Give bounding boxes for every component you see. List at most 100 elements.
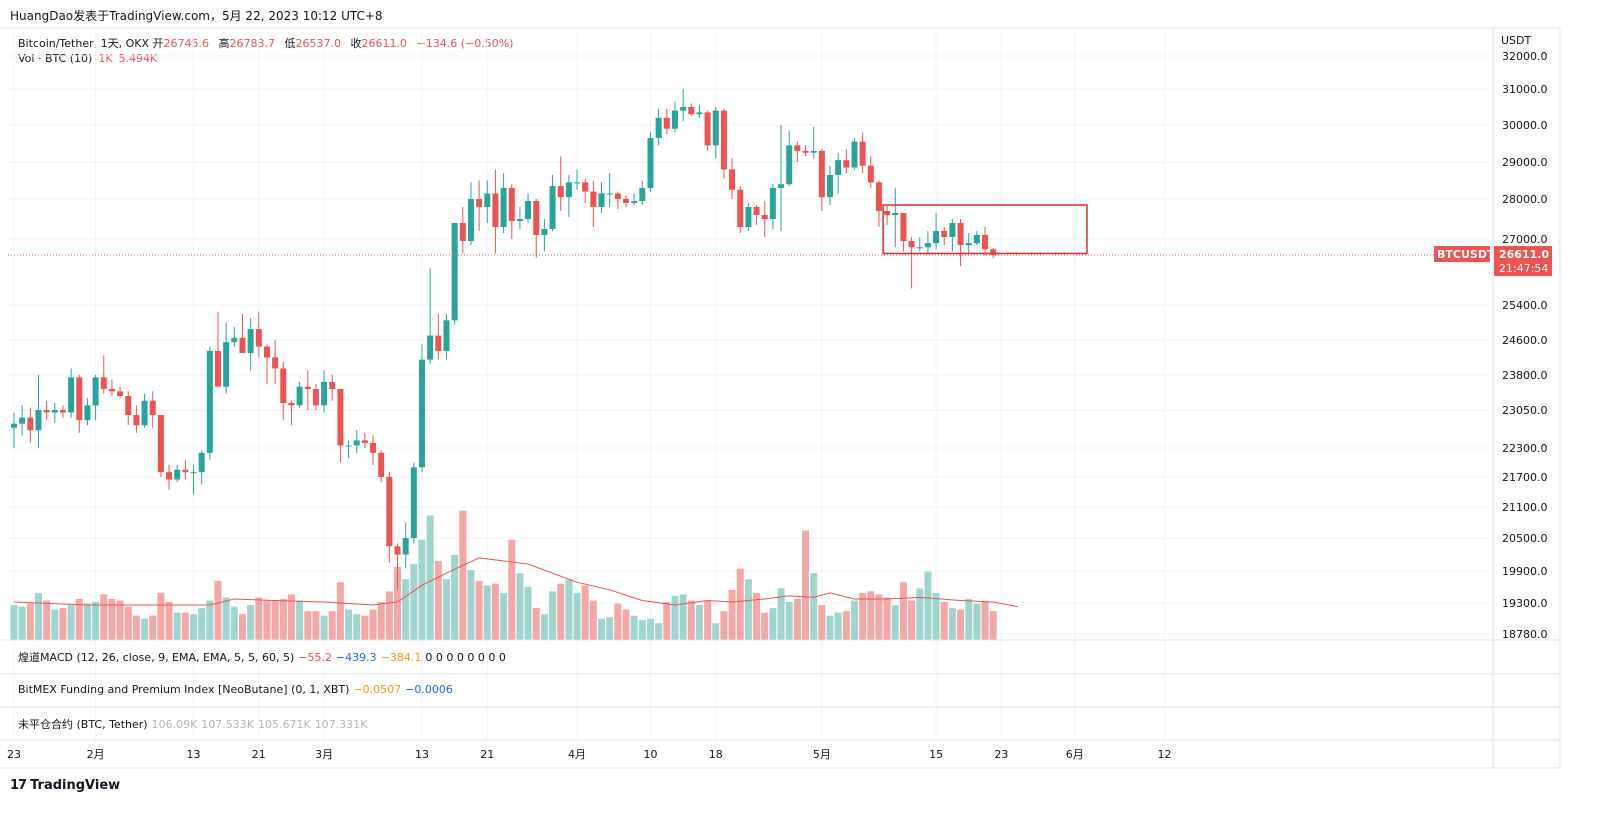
candle-body xyxy=(761,215,768,219)
volume-bar xyxy=(532,608,540,640)
time-tick-label: 21 xyxy=(252,748,266,761)
candle-body xyxy=(500,187,507,227)
volume-bar xyxy=(214,580,222,640)
candle-body xyxy=(182,469,189,473)
candle-body xyxy=(720,110,727,170)
candle-body xyxy=(835,160,842,175)
volume-bar xyxy=(116,600,124,640)
candle-body xyxy=(492,193,499,227)
volume-bar xyxy=(508,539,516,640)
volume-bar xyxy=(850,600,858,640)
candle-body xyxy=(51,410,58,413)
volume-bar xyxy=(948,608,956,640)
close-label: 收 xyxy=(350,37,362,50)
candle-body xyxy=(712,110,719,146)
funding-value-2: −0.0006 xyxy=(405,683,453,696)
candle-body xyxy=(174,469,181,480)
volume-bar xyxy=(320,615,328,640)
candle-body xyxy=(321,382,328,406)
price-axis-bg xyxy=(1493,0,1601,819)
volume-bar xyxy=(263,600,271,640)
time-tick-label: 18 xyxy=(709,748,723,761)
candle-body xyxy=(965,243,972,246)
volume-bar xyxy=(655,623,663,640)
candle-body xyxy=(973,235,980,244)
candle-body xyxy=(92,377,99,406)
volume-bar xyxy=(867,591,875,640)
price-tick-label: 27000.0 xyxy=(1502,233,1548,246)
volume-bar xyxy=(255,597,263,640)
candle-body xyxy=(263,346,270,358)
funding-pane-legend[interactable]: BitMEX Funding and Premium Index [NeoBut… xyxy=(18,683,453,696)
volume-bar xyxy=(581,585,589,640)
symbol-name[interactable]: Bitcoin/Tether, 1天, OKX xyxy=(18,37,150,50)
volume-bar xyxy=(899,582,907,640)
candle-body xyxy=(288,403,295,406)
volume-bar xyxy=(83,603,91,640)
open-label: 开 xyxy=(152,37,164,50)
price-axis: USDT 32000.0 31000.0 30000.0 29000.0 28000.0 2… xyxy=(1434,0,1601,819)
candle-body xyxy=(949,223,956,237)
time-tick-label: 6月 xyxy=(1066,748,1084,761)
volume-bar xyxy=(238,614,246,640)
volume-bar xyxy=(916,588,924,640)
macd-pane-legend[interactable]: 煌道MACD (12, 26, close, 9, EMA, EMA, 5, 5… xyxy=(18,649,506,665)
volume-bar xyxy=(442,579,450,640)
tradingview-brand[interactable]: 17 TradingView xyxy=(10,778,120,793)
candle-body xyxy=(329,382,336,389)
time-tick-label: 12 xyxy=(1158,748,1172,761)
volume-bar xyxy=(394,567,402,640)
volume-bar xyxy=(777,588,785,640)
candle-body xyxy=(353,440,360,446)
volume-bar xyxy=(589,600,597,640)
change-value: −134.6 (−0.50%) xyxy=(416,37,514,50)
brand-label: TradingView xyxy=(30,778,121,793)
volume-bar xyxy=(385,591,393,640)
candle-body xyxy=(680,107,687,111)
price-tick-label: 24600.0 xyxy=(1502,334,1548,347)
volume-bar xyxy=(410,564,418,640)
candle-body xyxy=(859,141,866,166)
candle-body xyxy=(525,201,532,219)
volume-bar xyxy=(165,602,173,640)
candle-body xyxy=(11,423,17,428)
price-tick-label: 30000.0 xyxy=(1502,119,1548,132)
symbol-legend: Bitcoin/Tether, 1天, OKX 开26745.6 高26783.… xyxy=(18,35,519,51)
candle-body xyxy=(663,117,670,129)
time-tick-label: 5月 xyxy=(813,748,831,761)
macd-zero-values: 0 0 0 0 0 0 0 0 xyxy=(425,651,506,664)
low-value: 26537.0 xyxy=(295,37,342,50)
candle-body xyxy=(206,350,213,453)
candle-body xyxy=(157,415,164,473)
price-tick-label: 21700.0 xyxy=(1502,471,1548,484)
open-interest-pane-legend[interactable]: 未平仓合约 (BTC, Tether) 106.09K 107.533K 105.67… xyxy=(18,716,367,732)
volume-bar xyxy=(43,600,51,640)
volume-bar xyxy=(524,586,532,640)
candle-body xyxy=(43,410,50,413)
candle-body xyxy=(671,110,678,129)
candle-body xyxy=(574,182,581,184)
volume-bar xyxy=(34,592,42,640)
oi-value-4: 107.331K xyxy=(314,718,368,731)
volume-bar xyxy=(132,615,140,640)
volume-bar xyxy=(973,603,981,640)
volume-bar xyxy=(753,592,761,640)
volume-label[interactable]: Vol · BTC (10) xyxy=(18,52,93,65)
volume-bar xyxy=(679,594,687,640)
candle-body xyxy=(941,231,948,237)
candle-body xyxy=(827,174,833,198)
candle-body xyxy=(84,405,91,421)
candle-body xyxy=(435,335,442,351)
volume-bar xyxy=(834,612,842,640)
price-tick-label: 18780.0 xyxy=(1502,628,1548,641)
candle-body xyxy=(19,417,26,424)
candle-body xyxy=(647,137,654,188)
price-tick-label: 23050.0 xyxy=(1502,404,1548,417)
currency-label: USDT xyxy=(1501,34,1532,47)
volume-bar xyxy=(10,605,18,640)
candle-body xyxy=(655,117,662,138)
volume-bar xyxy=(818,605,826,640)
volume-bar xyxy=(981,602,989,640)
candle-body xyxy=(141,400,148,426)
